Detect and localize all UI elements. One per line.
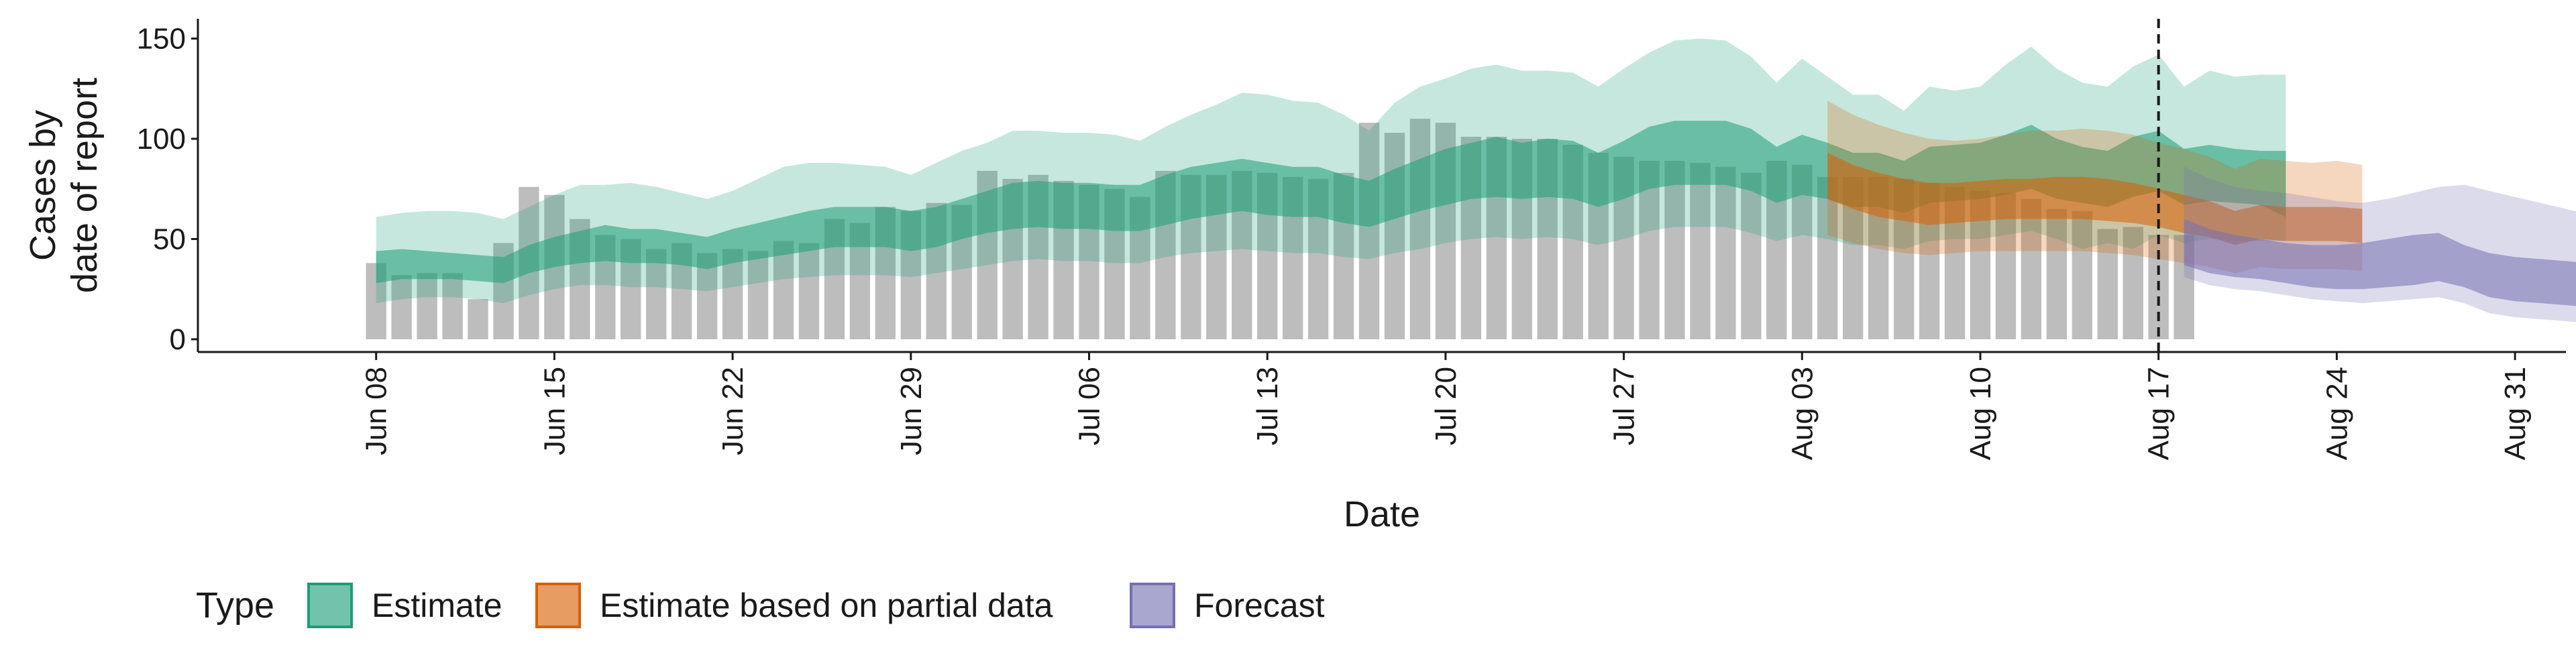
y-tick-label: 0	[170, 323, 186, 356]
bar-reported-cases	[1664, 160, 1685, 339]
y-tick-label: 150	[137, 23, 186, 56]
bar-reported-cases	[1715, 166, 1736, 340]
ribbon-inner-estimate	[376, 121, 2286, 284]
bar-reported-cases	[1690, 162, 1711, 339]
y-tick-label: 50	[153, 223, 186, 256]
bars-layer	[366, 119, 2194, 340]
bands-layer	[376, 38, 2576, 322]
bar-reported-cases	[391, 275, 412, 339]
legend-label-estimate-based-on-partial-data: Estimate based on partial data	[600, 587, 1053, 624]
legend-swatch-forecast	[1130, 583, 1175, 628]
x-tick-label: Aug 24	[2320, 367, 2353, 460]
x-tick-label: Aug 03	[1786, 367, 1819, 460]
x-tick-label: Aug 31	[2499, 367, 2532, 460]
legend-title: Type	[196, 585, 274, 626]
legend-label-estimate: Estimate	[372, 587, 502, 624]
ribbon-inner-estimate-based-on-partial-data	[1827, 152, 2363, 245]
legend: Type Estimate Estimate based on partial da…	[196, 583, 1325, 628]
x-tick-label: Jun 15	[538, 367, 571, 455]
bar-reported-cases	[1817, 176, 1838, 339]
bar-reported-cases	[2021, 198, 2042, 339]
bar-reported-cases	[747, 251, 769, 339]
bar-reported-cases	[417, 273, 437, 339]
bar-reported-cases	[2072, 211, 2092, 339]
bar-reported-cases	[646, 249, 667, 339]
x-tick-label: Jul 06	[1073, 367, 1106, 445]
y-axis-title: Cases bydate of report	[23, 78, 105, 293]
bar-reported-cases	[1741, 172, 1762, 339]
x-tick-label: Jun 08	[360, 367, 393, 455]
bar-reported-cases	[2097, 229, 2118, 339]
x-tick-label: Aug 10	[1964, 367, 1997, 460]
x-tick-label: Jul 27	[1608, 367, 1641, 445]
x-tick-label: Jun 22	[716, 367, 749, 455]
y-axis-title-line: Cases by	[23, 110, 63, 261]
ribbon-inner-forecast	[2184, 219, 2576, 306]
x-tick-label: Jul 20	[1430, 367, 1462, 445]
bar-reported-cases	[2046, 209, 2068, 339]
x-axis-title: Date	[1344, 494, 1420, 534]
bar-reported-cases	[1358, 123, 1380, 339]
legend-swatch-estimate-based-on-partial-data	[535, 583, 581, 628]
legend-label-forecast: Forecast	[1194, 587, 1325, 624]
bar-reported-cases	[773, 241, 794, 339]
bar-reported-cases	[798, 243, 820, 339]
bar-reported-cases	[468, 299, 488, 339]
bar-reported-cases	[1409, 119, 1431, 339]
bar-reported-cases	[2123, 227, 2143, 339]
x-tick-label: Jul 13	[1251, 367, 1284, 445]
y-tick-label: 100	[137, 123, 186, 156]
axes-layer: 0 50 100 150 Jun 08 Jun 15 Jun 22 Jun 29 Jul 06 J…	[23, 19, 2566, 534]
y-axis-title-line: date of report	[64, 78, 105, 293]
x-tick-label: Jun 29	[895, 367, 928, 455]
legend-swatch-estimate	[307, 583, 353, 628]
x-tick-label: Aug 17	[2143, 367, 2176, 460]
bar-reported-cases	[442, 273, 463, 339]
